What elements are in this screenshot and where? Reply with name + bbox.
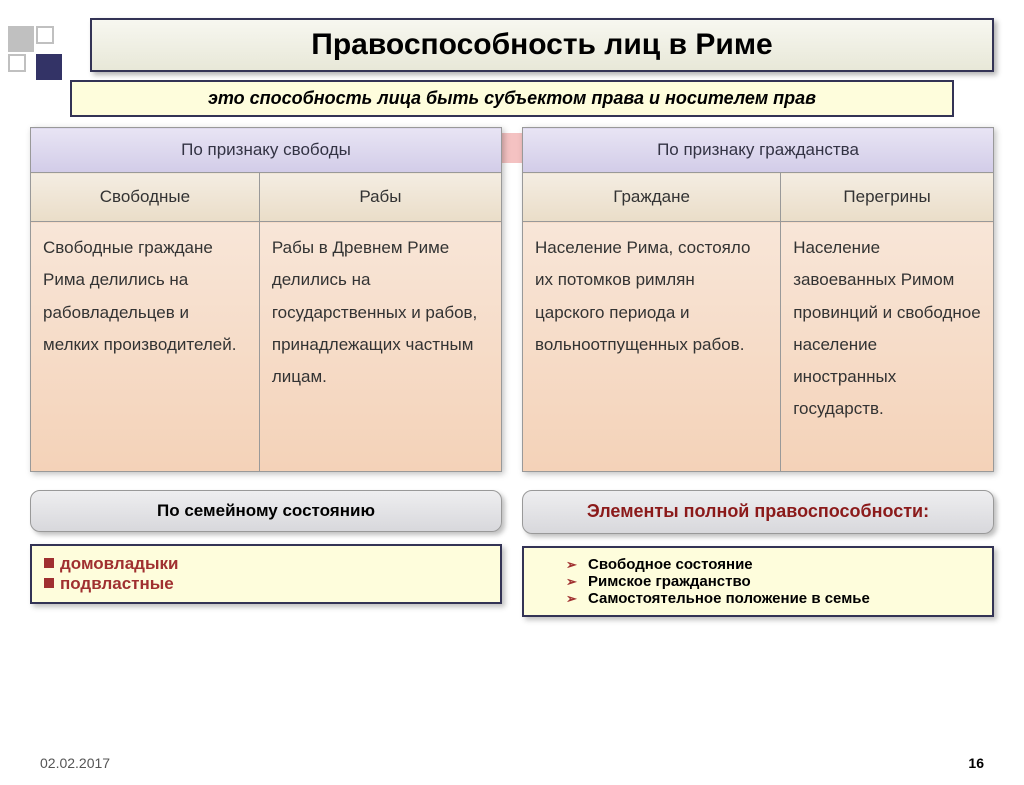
- pill-elements: Элементы полной правоспособности:: [522, 490, 994, 534]
- list-item: Римское гражданство: [536, 573, 980, 590]
- list-item: домовладыки: [44, 554, 488, 574]
- pill-family: По семейному состоянию: [30, 490, 502, 532]
- col-header: Рабы: [259, 173, 501, 222]
- corner-decoration: [8, 26, 68, 86]
- col-header: Граждане: [523, 173, 781, 222]
- table-header: По признаку гражданства: [523, 128, 994, 173]
- list-item: Самостоятельное положение в семье: [536, 590, 980, 607]
- table-cell: Рабы в Древнем Риме делились на государс…: [259, 222, 501, 472]
- footer-date: 02.02.2017: [40, 755, 110, 771]
- col-header: Свободные: [31, 173, 260, 222]
- box-family-items: домовладыки подвластные: [30, 544, 502, 604]
- table-citizenship: По признаку гражданства Граждане Перегри…: [522, 127, 994, 472]
- table-cell: Население Рима, состояло их потомков рим…: [523, 222, 781, 472]
- tables-container: По признаку свободы Свободные Рабы Свобо…: [30, 127, 994, 472]
- col-header: Перегрины: [781, 173, 994, 222]
- box-elements-items: Свободное состояние Римское гражданство …: [522, 546, 994, 617]
- page-title: Правоспособность лиц в Риме: [90, 18, 994, 72]
- table-freedom: По признаку свободы Свободные Рабы Свобо…: [30, 127, 502, 472]
- bottom-row: По семейному состоянию домовладыки подвл…: [30, 490, 994, 617]
- list-item: подвластные: [44, 574, 488, 594]
- footer: 02.02.2017 16: [40, 755, 984, 771]
- table-header: По признаку свободы: [31, 128, 502, 173]
- page-number: 16: [968, 755, 984, 771]
- table-cell: Свободные граждане Рима делились на рабо…: [31, 222, 260, 472]
- list-item: Свободное состояние: [536, 556, 980, 573]
- table-cell: Население завоеванных Римом провинций и …: [781, 222, 994, 472]
- page-subtitle: это способность лица быть субъектом прав…: [70, 80, 954, 117]
